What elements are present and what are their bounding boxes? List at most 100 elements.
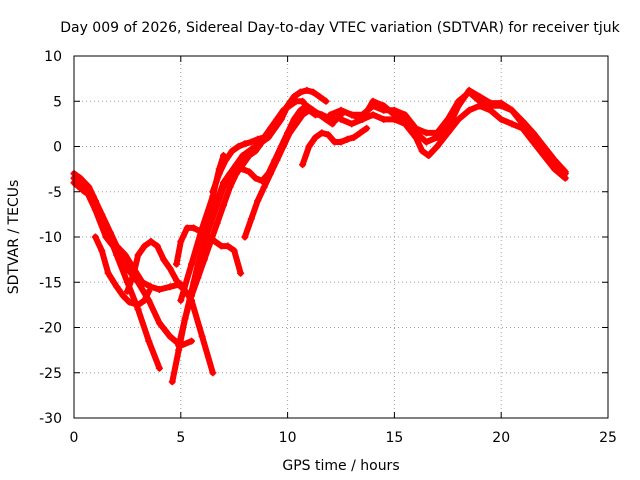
data-point: [123, 265, 131, 273]
data-point: [401, 115, 409, 123]
data-point: [418, 147, 426, 155]
data-point: [177, 238, 185, 246]
data-point: [241, 233, 249, 241]
data-point: [147, 238, 155, 246]
data-point: [166, 265, 174, 273]
data-point: [247, 215, 255, 223]
data-point: [254, 135, 262, 143]
data-point: [316, 93, 324, 101]
data-point: [260, 183, 268, 191]
y-tick-label: 10: [44, 49, 62, 65]
data-point: [168, 378, 176, 386]
data-layer: [70, 86, 569, 386]
data-point: [187, 260, 195, 268]
y-tick-label: -25: [39, 366, 62, 382]
y-tick-label: -30: [39, 411, 62, 427]
data-point: [267, 170, 275, 178]
data-point: [228, 147, 236, 155]
data-point: [147, 283, 155, 291]
data-point: [209, 369, 217, 377]
data-point: [497, 115, 505, 123]
data-point: [239, 165, 247, 173]
data-series: [299, 124, 371, 169]
data-point: [369, 111, 377, 119]
data-series: [241, 106, 345, 241]
data-point: [187, 292, 195, 300]
data-point: [529, 138, 537, 146]
data-point: [252, 174, 260, 182]
data-point: [331, 138, 339, 146]
data-point: [91, 233, 99, 241]
data-point: [309, 88, 317, 96]
data-point: [145, 287, 153, 295]
data-point: [234, 143, 242, 150]
data-point: [187, 337, 195, 345]
data-point: [155, 364, 163, 372]
data-point: [358, 115, 366, 123]
data-point: [286, 129, 294, 137]
series-trace: [124, 238, 184, 295]
data-point: [106, 228, 114, 236]
series-trace: [71, 170, 163, 372]
data-point: [444, 124, 452, 132]
data-point: [551, 156, 559, 164]
y-axis-label: SDTVAR / TECUs: [6, 180, 22, 295]
data-point: [425, 152, 433, 160]
data-point: [226, 170, 234, 178]
data-point: [177, 296, 185, 304]
data-point: [254, 197, 262, 205]
data-point: [245, 168, 253, 176]
x-tick-label: 10: [279, 430, 297, 446]
data-point: [181, 314, 189, 322]
data-point: [290, 93, 298, 101]
data-point: [226, 183, 234, 191]
data-point: [337, 115, 345, 123]
y-tick-label: 0: [53, 140, 62, 156]
data-point: [390, 111, 398, 119]
data-point: [331, 117, 339, 125]
y-tick-label: -5: [48, 185, 62, 201]
data-point: [217, 242, 225, 250]
data-point: [476, 102, 484, 110]
x-tick-label: 5: [176, 430, 185, 446]
data-point: [296, 106, 304, 114]
data-point: [140, 242, 148, 250]
data-point: [166, 333, 174, 341]
data-point: [194, 274, 202, 282]
data-point: [292, 97, 300, 105]
data-point: [322, 97, 330, 105]
data-point: [356, 129, 364, 137]
data-point: [487, 106, 495, 114]
data-point: [153, 242, 161, 250]
data-point: [183, 224, 191, 232]
x-axis-label: GPS time / hours: [282, 458, 399, 474]
data-point: [433, 143, 441, 150]
data-point: [239, 152, 247, 160]
x-tick-label: 20: [492, 430, 510, 446]
data-point: [145, 337, 153, 345]
data-point: [551, 165, 559, 173]
data-point: [245, 152, 253, 160]
data-point: [279, 106, 287, 114]
data-point: [220, 179, 228, 187]
data-series: [91, 233, 153, 309]
data-point: [252, 147, 260, 155]
y-tick-label: -15: [39, 275, 62, 291]
data-point: [311, 108, 319, 116]
data-point: [487, 99, 495, 107]
series-trace: [241, 107, 344, 240]
data-point: [213, 197, 221, 205]
data-point: [326, 111, 334, 119]
data-point: [224, 242, 232, 250]
data-point: [311, 133, 319, 141]
data-point: [337, 106, 345, 114]
data-point: [113, 247, 121, 255]
data-point: [222, 156, 230, 164]
data-point: [140, 296, 148, 304]
data-point: [412, 129, 420, 137]
data-point: [343, 135, 351, 143]
data-point: [299, 161, 307, 169]
data-series: [348, 86, 569, 176]
data-point: [303, 86, 311, 94]
